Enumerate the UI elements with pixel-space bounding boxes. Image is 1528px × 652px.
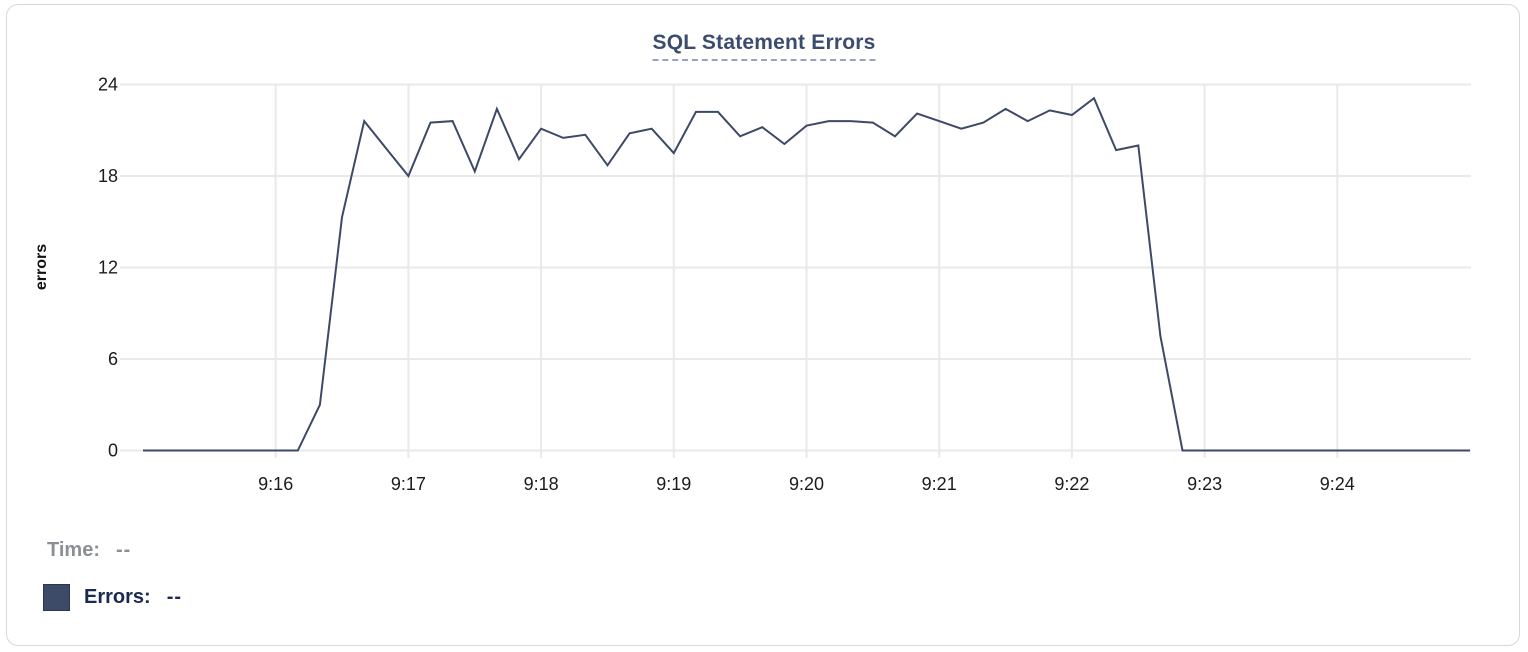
chart-canvas[interactable]: 0 6 12 18 24 9:16 9:17 9:18 9:19 9:20 9:21 9:22 9:23… [0,0,1528,505]
readout-time-row: Time: -- [43,536,182,564]
readout-errors-value: -- [166,585,183,608]
y-axis-title: errors [33,244,50,290]
readout-time-value: -- [115,538,132,561]
chart-title[interactable]: SQL Statement Errors [652,31,876,61]
readout-time-label: Time: [47,538,100,561]
x-tick-label: 9:19 [656,474,691,494]
x-tick-label: 9:18 [524,474,559,494]
y-tick-label: 0 [108,441,118,461]
hover-readout: Time: -- Errors: -- [43,536,182,630]
readout-errors-label: Errors: [84,585,151,608]
x-tick-label: 9:17 [391,474,426,494]
readout-errors-row[interactable]: Errors: -- [43,583,182,611]
x-tick-label: 9:20 [789,474,824,494]
errors-series-swatch-icon [43,583,70,611]
y-tick-label: 12 [98,258,118,278]
y-tick-label: 24 [98,75,118,95]
x-tick-label: 9:22 [1054,474,1089,494]
x-tick-label: 9:24 [1320,474,1355,494]
y-tick-label: 6 [108,349,118,369]
y-tick-label: 18 [98,166,118,186]
x-tick-label: 9:16 [258,474,293,494]
x-tick-label: 9:21 [922,474,957,494]
chart-card [6,4,1520,646]
errors-line-series[interactable] [143,96,1470,452]
x-tick-label: 9:23 [1187,474,1222,494]
